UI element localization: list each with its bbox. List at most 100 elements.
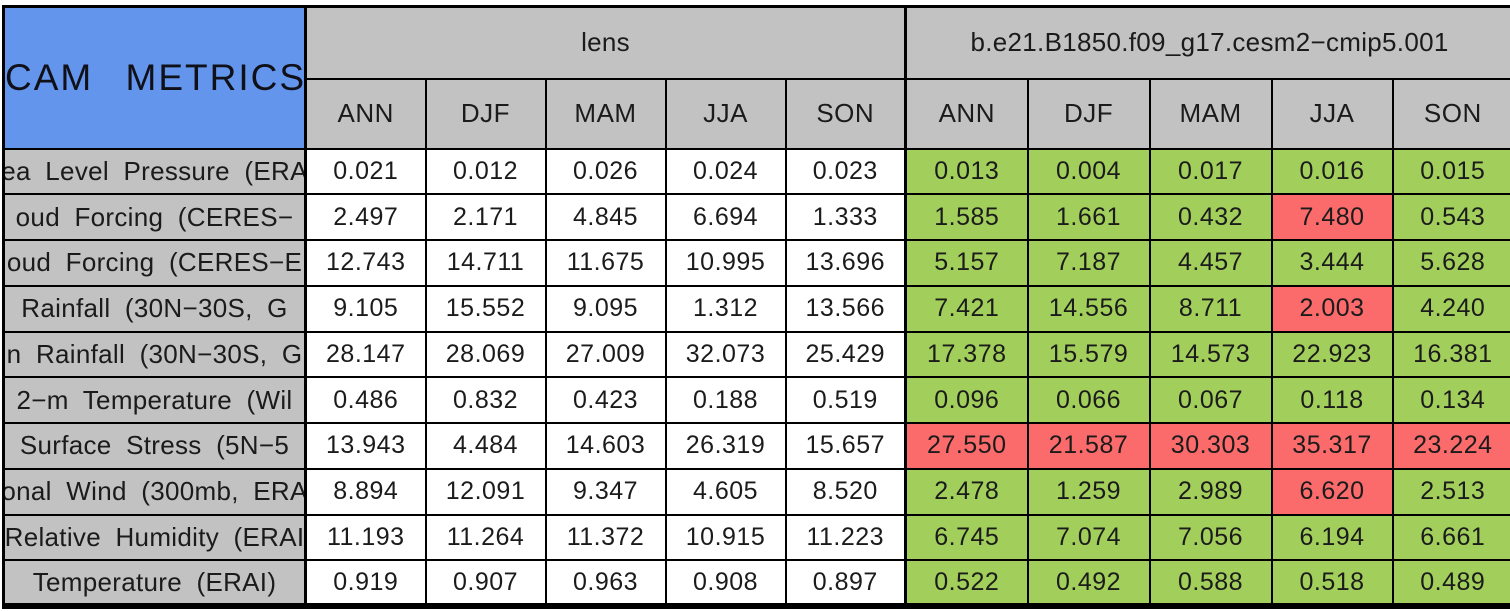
- lens-value-cell: 0.023: [784, 147, 907, 196]
- lens-value-cell: 11.193: [304, 513, 427, 562]
- lens-value-cell: 11.264: [424, 513, 547, 562]
- row-label: Temperature (ERAI): [2, 559, 307, 607]
- model2-value-cell: 6.745: [904, 513, 1029, 562]
- column-group-lens: lens: [304, 5, 907, 80]
- lens-value-cell: 8.520: [784, 467, 907, 516]
- model2-value-cell: 1.661: [1026, 193, 1151, 241]
- model2-value-cell: 22.923: [1270, 330, 1394, 379]
- model2-value-cell: 0.013: [904, 147, 1029, 196]
- row-label-text: Relative Humidity (ERAI: [4, 521, 305, 552]
- lens-value-cell: 28.147: [304, 330, 427, 379]
- model2-value-cell: 14.556: [1026, 284, 1151, 333]
- lens-value-cell: 0.021: [304, 147, 427, 196]
- row-label-text: oud Forcing (CERES−E: [6, 247, 303, 278]
- model2-value-cell: 0.492: [1026, 559, 1151, 607]
- lens-value-cell: 0.897: [784, 559, 907, 607]
- model2-value-cell: 14.573: [1148, 330, 1273, 379]
- lens-value-cell: 25.429: [784, 330, 907, 379]
- row-label: onal Wind (300mb, ERA: [2, 467, 307, 516]
- model2-value-cell: 4.457: [1148, 239, 1273, 287]
- row-label-text: Rainfall (30N−30S, G: [21, 293, 288, 324]
- season-header-model2-djf: DJF: [1026, 77, 1151, 150]
- row-label: oud Forcing (CERES−E: [2, 239, 307, 287]
- row-label: 2−m Temperature (Wil: [2, 376, 307, 424]
- model2-value-cell: 6.661: [1391, 513, 1510, 562]
- lens-value-cell: 4.845: [544, 193, 667, 241]
- page-title: CAM METRICS: [2, 5, 307, 150]
- model2-value-cell: 5.628: [1391, 239, 1510, 287]
- lens-value-cell: 0.024: [664, 147, 787, 196]
- lens-value-cell: 0.908: [664, 559, 787, 607]
- model2-value-cell: 5.157: [904, 239, 1029, 287]
- season-header-model2-jja: JJA: [1270, 77, 1394, 150]
- row-label-text: oud Forcing (CERES−: [15, 201, 294, 232]
- model2-value-cell: 21.587: [1026, 422, 1151, 470]
- lens-value-cell: 32.073: [664, 330, 787, 379]
- model2-value-cell: 0.489: [1391, 559, 1510, 607]
- lens-value-cell: 11.372: [544, 513, 667, 562]
- lens-value-cell: 0.423: [544, 376, 667, 424]
- lens-value-cell: 1.333: [784, 193, 907, 241]
- row-label: Relative Humidity (ERAI: [2, 513, 307, 562]
- model2-value-cell: 27.550: [904, 422, 1029, 470]
- season-header-row: ANN DJF MAM JJA SON ANN DJF MAM JJA SON: [4, 77, 1510, 150]
- model2-value-cell: 0.066: [1026, 376, 1151, 424]
- model2-value-cell: 23.224: [1391, 422, 1510, 470]
- model2-value-cell: 0.016: [1270, 147, 1394, 196]
- row-label-text: Surface Stress (5N−5: [19, 430, 290, 461]
- lens-value-cell: 9.105: [304, 284, 427, 333]
- model2-value-cell: 7.074: [1026, 513, 1151, 562]
- model2-value-cell: 0.522: [904, 559, 1029, 607]
- table-row: 2−m Temperature (Wil 0.486 0.832 0.423 0.188…: [2, 376, 1510, 424]
- lens-value-cell: 27.009: [544, 330, 667, 379]
- model2-value-cell: 0.096: [904, 376, 1029, 424]
- model2-value-cell: 30.303: [1148, 422, 1273, 470]
- lens-value-cell: 0.907: [424, 559, 547, 607]
- lens-value-cell: 2.171: [424, 193, 547, 241]
- model2-value-cell: 0.015: [1391, 147, 1510, 196]
- model2-value-cell: 2.513: [1391, 467, 1510, 516]
- row-label: n Rainfall (30N−30S, G: [2, 330, 307, 379]
- model2-value-cell: 0.134: [1391, 376, 1510, 424]
- model2-value-cell: 6.620: [1270, 467, 1394, 516]
- lens-value-cell: 15.552: [424, 284, 547, 333]
- lens-value-cell: 9.095: [544, 284, 667, 333]
- season-header-lens-son: SON: [784, 77, 907, 150]
- model2-value-cell: 17.378: [904, 330, 1029, 379]
- model2-value-cell: 0.067: [1148, 376, 1273, 424]
- model2-value-cell: 2.003: [1270, 284, 1394, 333]
- column-group-model2: b.e21.B1850.f09_g17.cesm2−cmip5.001: [904, 5, 1510, 80]
- season-header-lens-ann: ANN: [304, 77, 427, 150]
- model2-value-cell: 1.259: [1026, 467, 1151, 516]
- table-row: oud Forcing (CERES−E 12.743 14.711 11.675 10…: [2, 239, 1510, 287]
- lens-value-cell: 11.223: [784, 513, 907, 562]
- model2-value-cell: 1.585: [904, 193, 1029, 241]
- model2-value-cell: 6.194: [1270, 513, 1394, 562]
- lens-value-cell: 0.188: [664, 376, 787, 424]
- row-label-text: ea Level Pressure (ERA: [3, 155, 306, 186]
- model2-value-cell: 2.989: [1148, 467, 1273, 516]
- row-label-text: onal Wind (300mb, ERA: [3, 476, 306, 507]
- table-row: ea Level Pressure (ERA 0.021 0.012 0.026 0.0…: [2, 147, 1510, 196]
- lens-value-cell: 4.484: [424, 422, 547, 470]
- lens-value-cell: 10.915: [664, 513, 787, 562]
- model2-value-cell: 3.444: [1270, 239, 1394, 287]
- table-row: Surface Stress (5N−5 13.943 4.484 14.603 26.…: [2, 422, 1510, 470]
- season-header-lens-mam: MAM: [544, 77, 667, 150]
- model2-value-cell: 0.004: [1026, 147, 1151, 196]
- lens-value-cell: 6.694: [664, 193, 787, 241]
- page-title-text: CAM METRICS: [5, 56, 306, 98]
- table-row: n Rainfall (30N−30S, G 28.147 28.069 27.009…: [2, 330, 1510, 379]
- lens-value-cell: 0.012: [424, 147, 547, 196]
- table-row: oud Forcing (CERES− 2.497 2.171 4.845 6.694 1…: [2, 193, 1510, 241]
- group-header-row: CAM METRICS lens b.e21.B1850.f09_g17.ces…: [2, 5, 1510, 150]
- model2-value-cell: 7.480: [1270, 193, 1394, 241]
- row-label: Surface Stress (5N−5: [2, 422, 307, 470]
- table-row: Relative Humidity (ERAI 11.193 11.264 11.37…: [2, 513, 1510, 562]
- table-row: onal Wind (300mb, ERA 8.894 12.091 9.347 4.6…: [2, 467, 1510, 516]
- lens-value-cell: 8.894: [304, 467, 427, 516]
- model2-value-cell: 4.240: [1391, 284, 1510, 333]
- model2-value-cell: 8.711: [1148, 284, 1273, 333]
- lens-value-cell: 14.711: [424, 239, 547, 287]
- season-header-model2-ann: ANN: [904, 77, 1029, 150]
